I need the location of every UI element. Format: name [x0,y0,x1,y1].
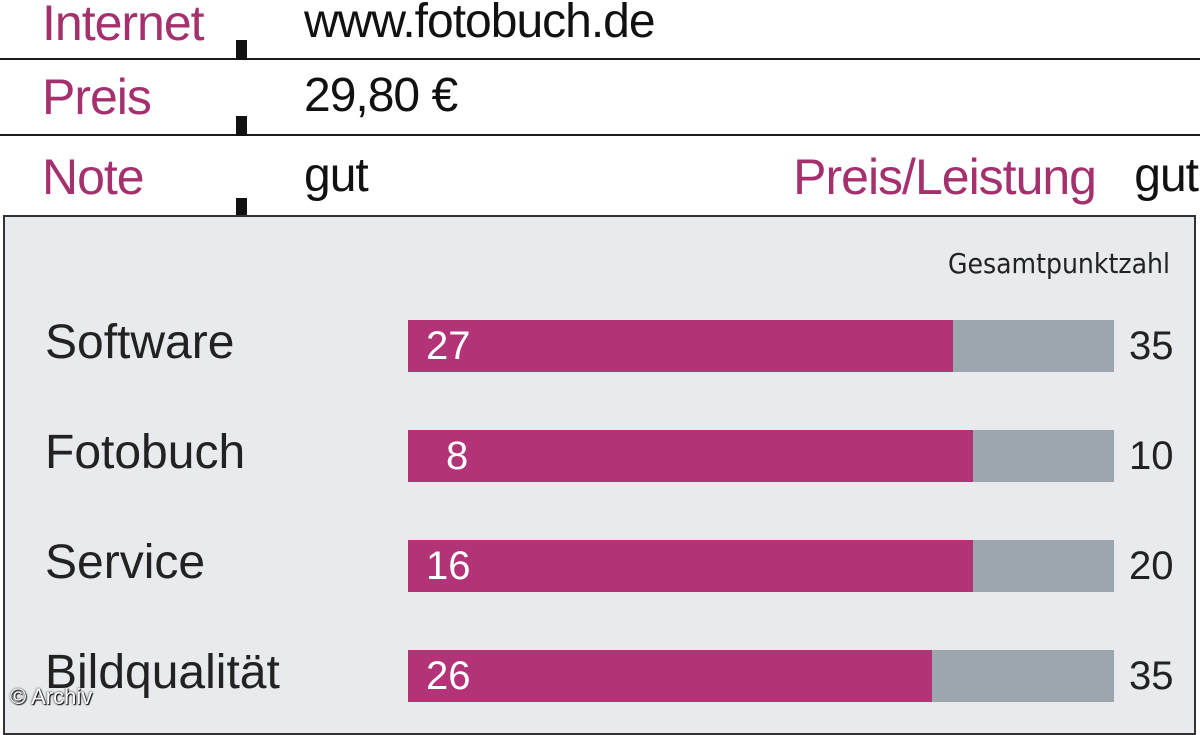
note-value: gut [304,149,369,202]
preis-leistung-label: Preis/Leistung [793,149,1097,205]
bar-track: 16 [408,540,1114,592]
category-label: Bildqualität [45,646,280,699]
internet-label: Internet [42,0,205,51]
bar-max-label: 20 [1129,544,1174,588]
bar-value-label: 27 [426,324,471,368]
bar-score [408,650,932,702]
bar-track: 27 [408,320,1114,372]
bar-max-label: 35 [1129,324,1174,368]
internet-value: www.fotobuch.de [304,0,656,48]
bar-value-label: 16 [426,544,471,588]
preis-label: Preis [42,69,152,125]
preis-leistung-value: gut [1134,149,1199,202]
row-tick [236,116,247,136]
note-label: Note [42,149,145,205]
bar-score [408,540,973,592]
bar-score [408,320,953,372]
preis-value: 29,80 € [304,69,458,122]
chart-title: Gesamtpunktzahl [947,247,1170,280]
info-row-preis: Preis 29,80 € [0,54,1200,136]
row-tick [236,198,247,218]
category-label: Fotobuch [45,426,246,479]
bar-track: 8 [408,430,1114,482]
bar-max-label: 10 [1129,434,1174,478]
bar-score [408,430,973,482]
bar-track: 26 [408,650,1114,702]
category-label: Software [45,316,235,369]
score-chart-panel: Gesamtpunktzahl Software 27 35 Fotobuch … [3,215,1196,735]
row-tick [236,40,247,60]
bar-value-label: 8 [446,434,469,478]
copyright-credit: © Archiv [10,684,93,709]
info-row-internet: Internet www.fotobuch.de [0,0,1200,60]
bar-max-label: 35 [1129,654,1174,698]
info-row-note: Note gut Preis/Leistung gut [0,136,1200,218]
category-label: Service [45,536,206,589]
bar-value-label: 26 [426,654,471,698]
